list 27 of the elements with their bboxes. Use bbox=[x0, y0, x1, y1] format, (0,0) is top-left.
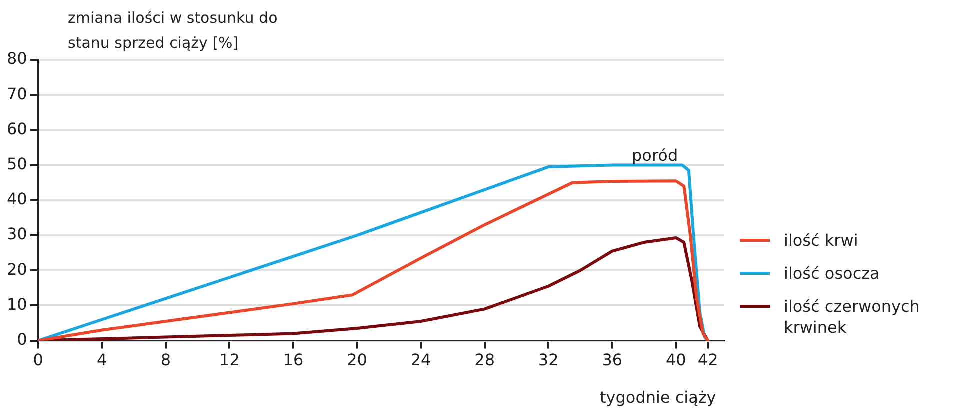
y-tick-label: 80 bbox=[7, 49, 28, 68]
y-tick-label: 30 bbox=[7, 224, 28, 244]
y-tick-label: 40 bbox=[7, 190, 28, 209]
legend-label: ilość czerwonych krwinek bbox=[784, 296, 921, 338]
x-tick-label: 0 bbox=[33, 350, 44, 370]
x-tick-label: 24 bbox=[410, 350, 432, 370]
y-tick-label: 0 bbox=[17, 330, 28, 349]
x-tick-label: 12 bbox=[220, 350, 240, 370]
y-axis-title: zmiana ilości w stosunku do stanu sprzed ciąży [%] bbox=[68, 8, 279, 54]
x-tick-label: 42 bbox=[698, 350, 718, 370]
x-tick-label: 32 bbox=[538, 350, 559, 370]
x-tick-label: 4 bbox=[97, 350, 108, 370]
x-tick-label: 8 bbox=[160, 350, 172, 370]
y-tick-label: 50 bbox=[7, 154, 28, 174]
annotation: poród bbox=[632, 146, 678, 165]
x-tick-label: 40 bbox=[666, 350, 686, 370]
x-tick-label: 36 bbox=[602, 350, 623, 370]
y-tick-label: 70 bbox=[7, 84, 28, 104]
legend-label: ilość osocza bbox=[784, 263, 881, 284]
y-tick-label: 10 bbox=[7, 294, 28, 314]
legend-label: ilość krwi bbox=[784, 230, 860, 251]
x-axis-title: tygodnie ciąży bbox=[600, 388, 716, 407]
y-tick-label: 20 bbox=[7, 260, 28, 279]
x-tick-label: 16 bbox=[283, 350, 304, 370]
x-tick-label: 28 bbox=[474, 350, 496, 370]
y-tick-label: 60 bbox=[7, 119, 28, 138]
x-tick-label: 20 bbox=[347, 350, 368, 370]
